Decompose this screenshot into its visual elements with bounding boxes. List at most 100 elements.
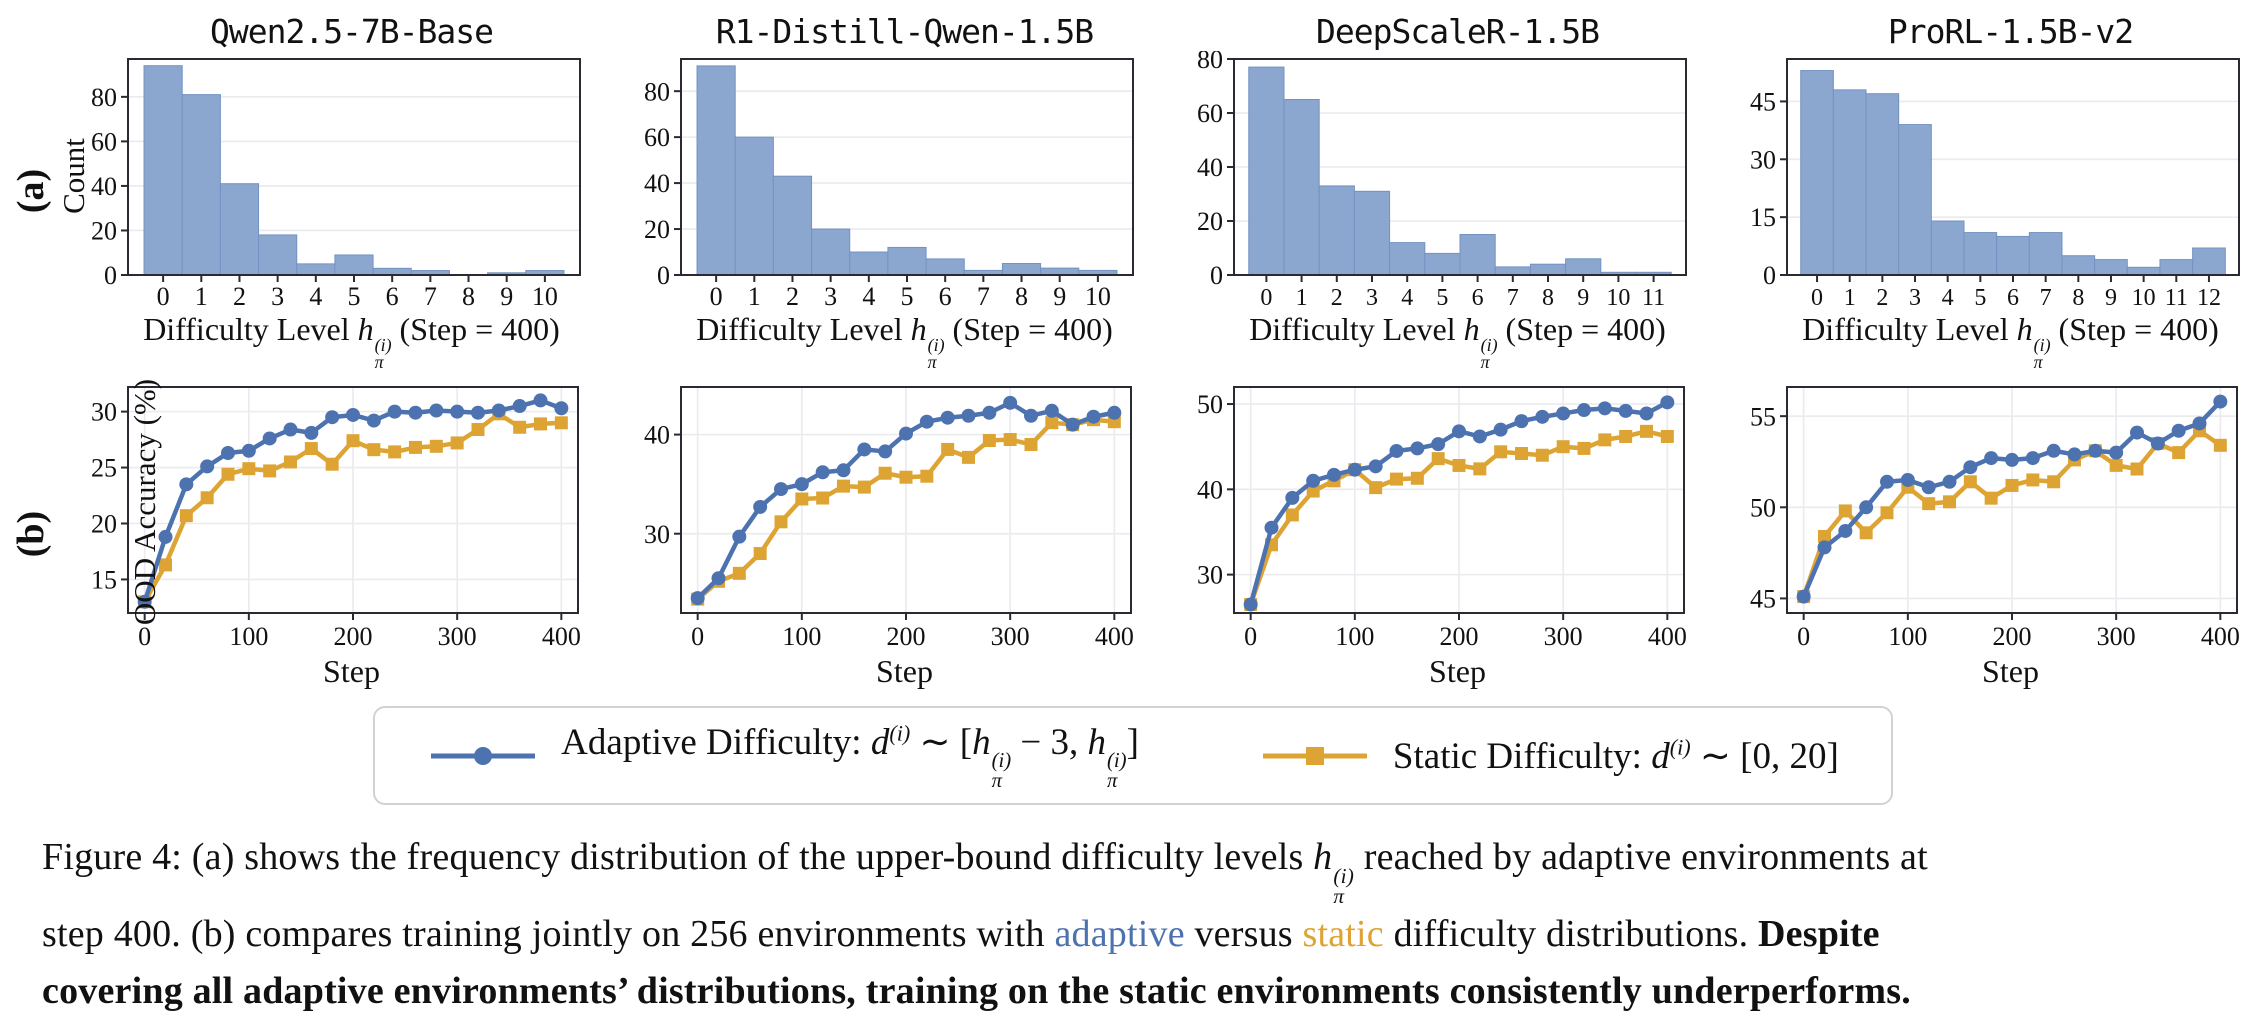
svg-text:50: 50 (1750, 494, 1776, 523)
svg-text:400: 400 (1647, 622, 1686, 651)
svg-text:6: 6 (385, 282, 398, 311)
svg-text:7: 7 (2039, 285, 2051, 311)
legend-label-static: Static Difficulty: d(i) ∼ [0, 20] (1392, 734, 1839, 777)
line-x-axis-label: Step (1982, 653, 2039, 690)
panel-title: DeepScaleR-1.5B (1315, 12, 1600, 51)
svg-text:6: 6 (1471, 285, 1483, 311)
svg-text:9: 9 (1053, 282, 1066, 311)
svg-text:30: 30 (1750, 145, 1776, 174)
svg-text:0: 0 (1210, 261, 1223, 290)
svg-text:3: 3 (824, 282, 837, 311)
svg-text:100: 100 (1888, 622, 1927, 651)
svg-text:100: 100 (229, 622, 268, 651)
svg-text:6: 6 (2007, 285, 2019, 311)
svg-text:9: 9 (2104, 285, 2116, 311)
svg-text:1: 1 (747, 282, 760, 311)
hist-y-axis-label: Count (55, 138, 91, 215)
histogram-panel-prorl-1-5b-v2: ProRL-1.5B-v2 0 15 30 45 0 1 2 3 4 5 6 7 8 9 10 11 12 Di… (1721, 10, 2256, 371)
svg-text:0: 0 (104, 261, 117, 290)
line-chart: 45 50 55 0 100 200 300 400 (1750, 386, 2239, 651)
svg-text:2: 2 (1330, 285, 1342, 311)
row-b-line-charts: (b) OOD Accuracy (%) 15 20 25 30 0 100 200 300 4… (0, 377, 2266, 690)
svg-text:55: 55 (1750, 402, 1776, 431)
hist-x-axis-label: Difficulty Level h (i) π (Step = 400) (1249, 311, 1666, 373)
svg-text:20: 20 (91, 217, 117, 246)
svg-text:400: 400 (541, 622, 580, 651)
svg-text:0: 0 (156, 282, 169, 311)
svg-text:400: 400 (1094, 622, 1133, 651)
line-y-axis-label: OOD Accuracy (%) (127, 379, 163, 626)
svg-text:300: 300 (2096, 622, 2135, 651)
svg-text:40: 40 (1197, 476, 1223, 505)
line-panel-deepscaler-1-5b: 30 40 50 0 100 200 300 400 Step (1168, 377, 1703, 690)
row-a-histograms: (a) Count Qwen2.5-7B-Base 0 20 40 60 80 0 1 2 3 4… (0, 10, 2266, 371)
figure-caption: Figure 4: (a) shows the frequency distri… (42, 836, 1928, 1012)
row-b-gutter: (b) (0, 377, 62, 690)
line-chart: 30 40 50 0 100 200 300 400 (1197, 386, 1686, 651)
svg-text:0: 0 (709, 282, 722, 311)
svg-text:200: 200 (1992, 622, 2031, 651)
svg-text:2: 2 (232, 282, 245, 311)
svg-text:7: 7 (1506, 285, 1518, 311)
svg-text:20: 20 (644, 215, 670, 244)
svg-text:1: 1 (194, 282, 207, 311)
row-a-gutter: (a) (0, 10, 62, 371)
svg-text:30: 30 (91, 398, 117, 427)
svg-text:40: 40 (91, 172, 117, 201)
line-x-axis-label: Step (1429, 653, 1486, 690)
svg-text:11: 11 (2164, 285, 2187, 311)
svg-text:10: 10 (531, 282, 557, 311)
svg-text:4: 4 (1401, 285, 1413, 311)
svg-text:15: 15 (91, 566, 117, 595)
svg-text:40: 40 (1197, 153, 1223, 182)
line-panel-qwen2-5-7b-base: OOD Accuracy (%) 15 20 25 30 0 100 200 300 400 S… (62, 377, 597, 690)
svg-text:100: 100 (782, 622, 821, 651)
svg-text:10: 10 (2131, 285, 2155, 311)
svg-text:60: 60 (1197, 99, 1223, 128)
svg-text:45: 45 (1750, 88, 1776, 117)
svg-text:0: 0 (138, 622, 151, 651)
hist-x-axis-label: Difficulty Level h (i) π (Step = 400) (1802, 311, 2219, 373)
svg-text:200: 200 (333, 622, 372, 651)
svg-text:5: 5 (900, 282, 913, 311)
svg-text:80: 80 (644, 77, 670, 106)
svg-text:80: 80 (1197, 51, 1223, 74)
legend: Adaptive Difficulty: d(i) ∼ [h (i) π − 3, … (373, 706, 1893, 806)
histogram-panel-deepscaler-1-5b: DeepScaleR-1.5B 0 20 40 60 80 0 1 2 3 4 5 6 7 8 9 10 11 … (1168, 10, 1703, 371)
svg-text:15: 15 (1750, 203, 1776, 232)
svg-text:6: 6 (938, 282, 951, 311)
legend-item-static: Static Difficulty: d(i) ∼ [0, 20] (1259, 734, 1839, 778)
svg-text:400: 400 (2200, 622, 2239, 651)
svg-text:11: 11 (1642, 285, 1665, 311)
svg-text:20: 20 (1197, 207, 1223, 236)
adaptive-line-marker-icon (431, 746, 536, 765)
svg-text:8: 8 (462, 282, 475, 311)
line-x-axis-label: Step (323, 653, 380, 690)
svg-text:7: 7 (423, 282, 436, 311)
svg-text:12: 12 (2196, 285, 2220, 311)
svg-text:7: 7 (976, 282, 989, 311)
static-line-marker-icon (1262, 746, 1367, 765)
svg-text:25: 25 (91, 454, 117, 483)
svg-text:9: 9 (1577, 285, 1589, 311)
svg-text:8: 8 (1542, 285, 1554, 311)
panel-title: Qwen2.5-7B-Base (209, 12, 494, 51)
row-a-label: (a) (10, 168, 52, 213)
svg-text:0: 0 (691, 622, 704, 651)
svg-text:5: 5 (1974, 285, 1986, 311)
svg-text:4: 4 (1941, 285, 1953, 311)
legend-label-adaptive: Adaptive Difficulty: d(i) ∼ [h (i) π − 3, … (561, 720, 1139, 792)
svg-text:30: 30 (644, 520, 670, 549)
svg-text:5: 5 (1436, 285, 1448, 311)
row-b-label: (b) (9, 510, 52, 557)
svg-text:1: 1 (1295, 285, 1307, 311)
legend-item-adaptive: Adaptive Difficulty: d(i) ∼ [h (i) π − 3, … (427, 720, 1139, 791)
svg-text:3: 3 (1909, 285, 1921, 311)
